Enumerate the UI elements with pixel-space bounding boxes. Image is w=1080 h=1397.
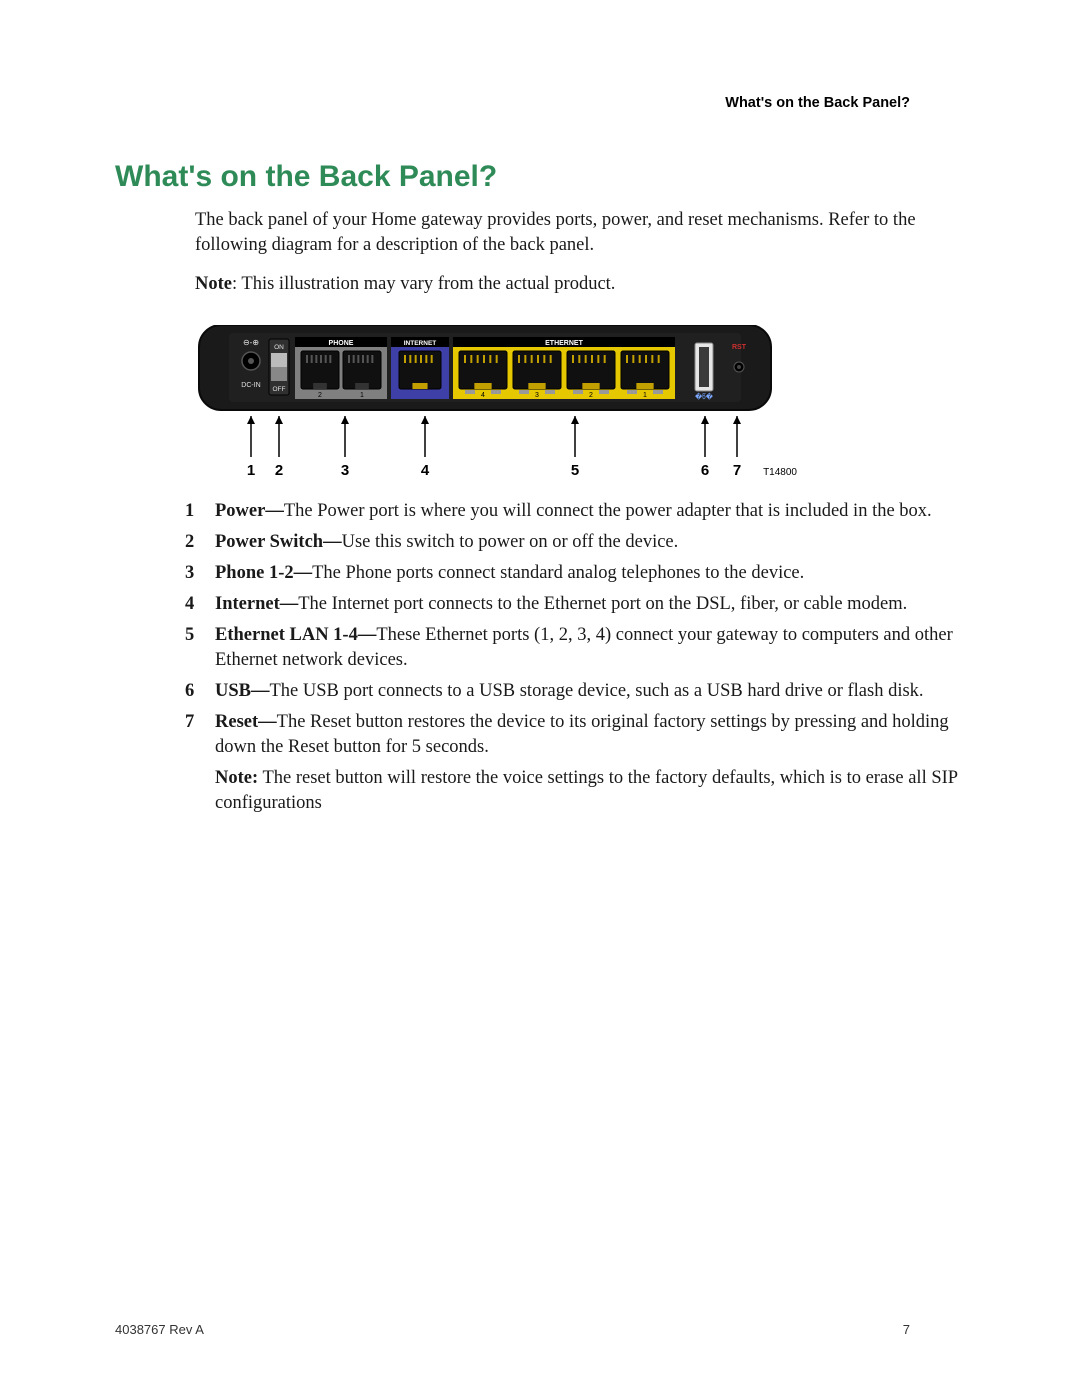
svg-text:4: 4 <box>481 392 485 399</box>
list-item: 6 USB—The USB port connects to a USB stor… <box>185 679 965 704</box>
svg-text:4: 4 <box>421 462 430 479</box>
svg-text:2: 2 <box>275 462 283 479</box>
item-term: Phone 1-2— <box>215 563 312 583</box>
svg-text:5: 5 <box>571 462 579 479</box>
svg-text:2: 2 <box>318 392 322 399</box>
page-footer: 4038767 Rev A 7 <box>115 1322 910 1337</box>
intro-block: The back panel of your Home gateway prov… <box>195 208 965 297</box>
item-body: Power Switch—Use this switch to power on… <box>215 530 965 555</box>
document-page: What's on the Back Panel? What's on the … <box>0 0 1080 1397</box>
item-list: 1 Power—The Power port is where you will … <box>185 499 965 816</box>
intro-note-label: Note <box>195 274 232 294</box>
item-text: Ethernet LAN 1-4—These Ethernet ports (1… <box>215 623 965 673</box>
item-note-label: Note: <box>215 768 258 788</box>
svg-text:ON: ON <box>274 344 284 351</box>
svg-text:1: 1 <box>247 462 255 479</box>
item-body: Internet—The Internet port connects to t… <box>215 592 965 617</box>
svg-text:2: 2 <box>589 392 593 399</box>
svg-text:T14800: T14800 <box>763 467 797 478</box>
item-note: Note: The reset button will restore the … <box>215 766 965 816</box>
item-body: Reset—The Reset button restores the devi… <box>215 710 965 816</box>
item-text: Power—The Power port is where you will c… <box>215 499 965 524</box>
running-header: What's on the Back Panel? <box>725 95 910 111</box>
svg-text:RST: RST <box>732 344 747 351</box>
item-number: 2 <box>185 530 201 555</box>
item-term: Ethernet LAN 1-4— <box>215 625 376 645</box>
intro-note: Note: This illustration may vary from th… <box>195 272 965 297</box>
item-body: USB—The USB port connects to a USB stora… <box>215 679 965 704</box>
intro-paragraph: The back panel of your Home gateway prov… <box>195 208 965 258</box>
item-number: 4 <box>185 592 201 617</box>
svg-text:1: 1 <box>360 392 364 399</box>
list-item: 1 Power—The Power port is where you will … <box>185 499 965 524</box>
item-term: USB— <box>215 681 270 701</box>
svg-text:INTERNET: INTERNET <box>404 340 437 347</box>
item-term: Power— <box>215 501 284 521</box>
svg-text:7: 7 <box>733 462 741 479</box>
svg-text:3: 3 <box>341 462 349 479</box>
list-item: 3 Phone 1-2—The Phone ports connect stand… <box>185 561 965 586</box>
list-item: 2 Power Switch—Use this switch to power o… <box>185 530 965 555</box>
item-text: Reset—The Reset button restores the devi… <box>215 710 965 760</box>
list-item: 7 Reset—The Reset button restores the dev… <box>185 710 965 816</box>
svg-text:PHONE: PHONE <box>329 340 354 347</box>
svg-text:6: 6 <box>701 462 709 479</box>
item-body: Ethernet LAN 1-4—These Ethernet ports (1… <box>215 623 965 673</box>
list-item: 5 Ethernet LAN 1-4—These Ethernet ports (… <box>185 623 965 673</box>
item-text: Power Switch—Use this switch to power on… <box>215 530 965 555</box>
list-item: 4 Internet—The Internet port connects to … <box>185 592 965 617</box>
item-body: Phone 1-2—The Phone ports connect standa… <box>215 561 965 586</box>
svg-text:⊖-⊕: ⊖-⊕ <box>243 338 259 347</box>
item-text: USB—The USB port connects to a USB stora… <box>215 679 965 704</box>
item-term: Power Switch— <box>215 532 342 552</box>
item-number: 3 <box>185 561 201 586</box>
page-title: What's on the Back Panel? <box>115 160 965 194</box>
item-number: 5 <box>185 623 201 673</box>
item-term: Internet— <box>215 594 298 614</box>
svg-text:1: 1 <box>643 392 647 399</box>
item-number: 6 <box>185 679 201 704</box>
svg-text:3: 3 <box>535 392 539 399</box>
footer-docid: 4038767 Rev A <box>115 1322 204 1337</box>
item-text: Phone 1-2—The Phone ports connect standa… <box>215 561 965 586</box>
back-panel-diagram: DC-IN ⊖-⊕ ON OFF PHONE 2 1 INTERNET ETHERNET 4 3 2 1… <box>195 325 965 485</box>
footer-page-number: 7 <box>903 1322 910 1337</box>
svg-text:OFF: OFF <box>273 386 286 393</box>
item-body: Power—The Power port is where you will c… <box>215 499 965 524</box>
item-number: 1 <box>185 499 201 524</box>
router-back-svg: DC-IN ⊖-⊕ ON OFF PHONE 2 1 INTERNET ETHERNET 4 3 2 1… <box>195 325 805 485</box>
intro-note-text: : This illustration may vary from the ac… <box>232 274 615 294</box>
svg-text:ETHERNET: ETHERNET <box>545 340 583 347</box>
svg-text:DC-IN: DC-IN <box>241 382 260 389</box>
item-term: Reset— <box>215 712 277 732</box>
svg-text:�წ�: �წ� <box>695 392 714 401</box>
item-number: 7 <box>185 710 201 816</box>
item-text: Internet—The Internet port connects to t… <box>215 592 965 617</box>
